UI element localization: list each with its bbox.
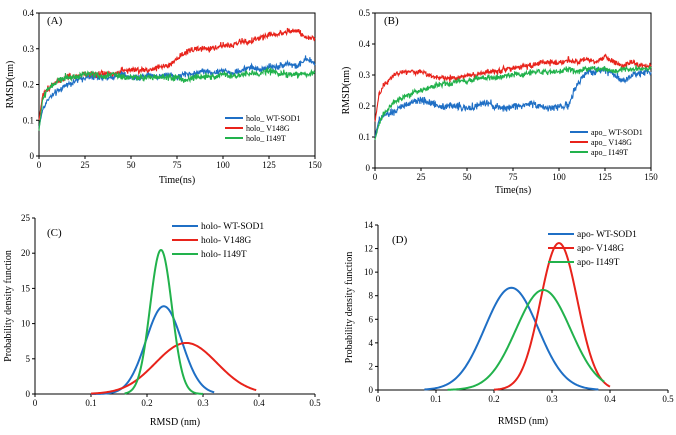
x-tick-label: 0.4	[253, 398, 265, 408]
x-tick-label: 25	[81, 160, 91, 170]
legend-label: apo_ V148G	[591, 138, 632, 147]
legend-label: apo- WT-SOD1	[577, 230, 637, 240]
y-tick-label: 0.4	[359, 39, 371, 49]
legend-label: holo_ WT-SOD1	[246, 114, 300, 123]
legend: apo- WT-SOD1 apo- V148G apo- I149T	[548, 230, 637, 268]
x-tick-label: 125	[262, 160, 276, 170]
legend-label: holo_ V148G	[246, 124, 290, 133]
y-tick-label: 8	[369, 291, 374, 301]
x-axis-title: RMSD (nm)	[498, 416, 548, 427]
x-tick-label: 150	[644, 172, 658, 182]
y-tick-label: 0	[26, 389, 31, 399]
series-trace-1	[38, 55, 316, 128]
y-tick-label: 6	[369, 314, 374, 324]
x-tick-label: 0	[373, 172, 378, 182]
y-tick-label: 4	[369, 338, 374, 348]
y-tick-label: 0.2	[23, 80, 34, 90]
y-tick-label: 0.1	[359, 132, 370, 142]
series-line-1	[90, 305, 215, 395]
y-tick-label: 14	[364, 220, 374, 230]
panel-b: 0 25 50 75 100 125 150 0 0.1 0.2 0.3 0.4 0.5 Time(ns)…	[341, 8, 658, 196]
x-tick-label: 0.4	[604, 394, 616, 404]
y-tick-label: 15	[21, 283, 31, 293]
series-line-2	[493, 242, 611, 391]
y-tick-label: 0.5	[359, 8, 371, 18]
y-tick-label: 2	[369, 361, 374, 371]
y-tick-label: 0.4	[23, 8, 35, 18]
y-axis-title: Probability density function	[344, 252, 355, 364]
y-axis-title: Probability density function	[3, 250, 14, 362]
panel-label: (B)	[384, 15, 399, 27]
legend: holo- WT-SOD1 holo- V148G holo- I149T	[172, 222, 264, 260]
x-tick-label: 150	[308, 160, 322, 170]
x-tick-label: 0.2	[141, 398, 152, 408]
legend-label: holo- I149T	[201, 250, 247, 260]
series-trace-3	[374, 65, 652, 141]
x-tick-label: 50	[127, 160, 137, 170]
legend-label: apo- V148G	[577, 244, 624, 254]
y-tick-label: 0	[369, 385, 374, 395]
x-tick-label: 50	[463, 172, 473, 182]
legend-label: apo- I149T	[577, 258, 620, 268]
legend-label: holo- WT-SOD1	[201, 222, 264, 232]
series-trace-1	[374, 66, 652, 138]
y-tick-label: 20	[21, 248, 31, 258]
series-line-2	[90, 341, 257, 395]
panel-label: (C)	[47, 227, 62, 239]
x-tick-label: 0.5	[662, 394, 674, 404]
y-tick-label: 10	[364, 267, 374, 277]
x-tick-label: 0.3	[197, 398, 209, 408]
x-tick-label: 0.1	[430, 394, 441, 404]
legend-label: apo_ WT-SOD1	[591, 128, 643, 137]
y-tick-label: 5	[26, 354, 31, 364]
x-tick-label: 75	[509, 172, 519, 182]
x-tick-label: 100	[216, 160, 230, 170]
series-line-3	[447, 288, 605, 391]
series-trace-2	[374, 53, 652, 122]
x-tick-label: 0.3	[546, 394, 558, 404]
x-tick-label: 0	[376, 394, 381, 404]
series-line-3	[124, 248, 204, 395]
x-tick-label: 100	[552, 172, 566, 182]
legend-label: apo_ I149T	[591, 148, 628, 157]
y-tick-label: 12	[364, 244, 373, 254]
y-tick-label: 0.3	[359, 70, 371, 80]
x-axis-title: Time(ns)	[159, 175, 195, 186]
panel-a: 0 25 50 75 100 125 150 0 0.1 0.2 0.3 0.4 Time(ns) RMS…	[5, 8, 322, 186]
legend-label: holo_ I149T	[246, 134, 286, 143]
x-axis-title: Time(ns)	[495, 185, 531, 196]
panel-c: 0 0.1 0.2 0.3 0.4 0.5 0 5 10 15 20 25 RMSD (nm) Proba…	[3, 213, 321, 428]
x-tick-label: 125	[598, 172, 612, 182]
x-axis-title: RMSD (nm)	[150, 417, 200, 428]
y-tick-label: 25	[21, 213, 31, 223]
y-tick-label: 0	[30, 151, 35, 161]
y-tick-label: 0	[366, 163, 371, 173]
panel-d: 0 0.1 0.2 0.3 0.4 0.5 0 2 4 6 8 10 12 14 RMSD (nm) Prob…	[344, 220, 674, 427]
x-tick-label: 0.5	[309, 398, 321, 408]
y-tick-label: 0.2	[359, 101, 370, 111]
series-line-1	[424, 286, 599, 391]
y-tick-label: 0.1	[23, 115, 34, 125]
y-axis-title: RMSD(nm)	[341, 67, 352, 115]
x-tick-label: 0	[37, 160, 42, 170]
panel-label: (D)	[392, 234, 408, 246]
x-tick-label: 0.1	[85, 398, 96, 408]
x-tick-label: 25	[417, 172, 427, 182]
x-tick-label: 0.2	[488, 394, 499, 404]
panel-label: (A)	[47, 15, 63, 27]
x-tick-label: 75	[173, 160, 183, 170]
legend-label: holo- V148G	[201, 236, 251, 246]
y-axis-title: RMSD(nm)	[5, 61, 16, 109]
series-trace-3	[38, 66, 316, 131]
y-tick-label: 10	[21, 319, 31, 329]
x-tick-label: 0	[33, 398, 38, 408]
y-tick-label: 0.3	[23, 44, 35, 54]
